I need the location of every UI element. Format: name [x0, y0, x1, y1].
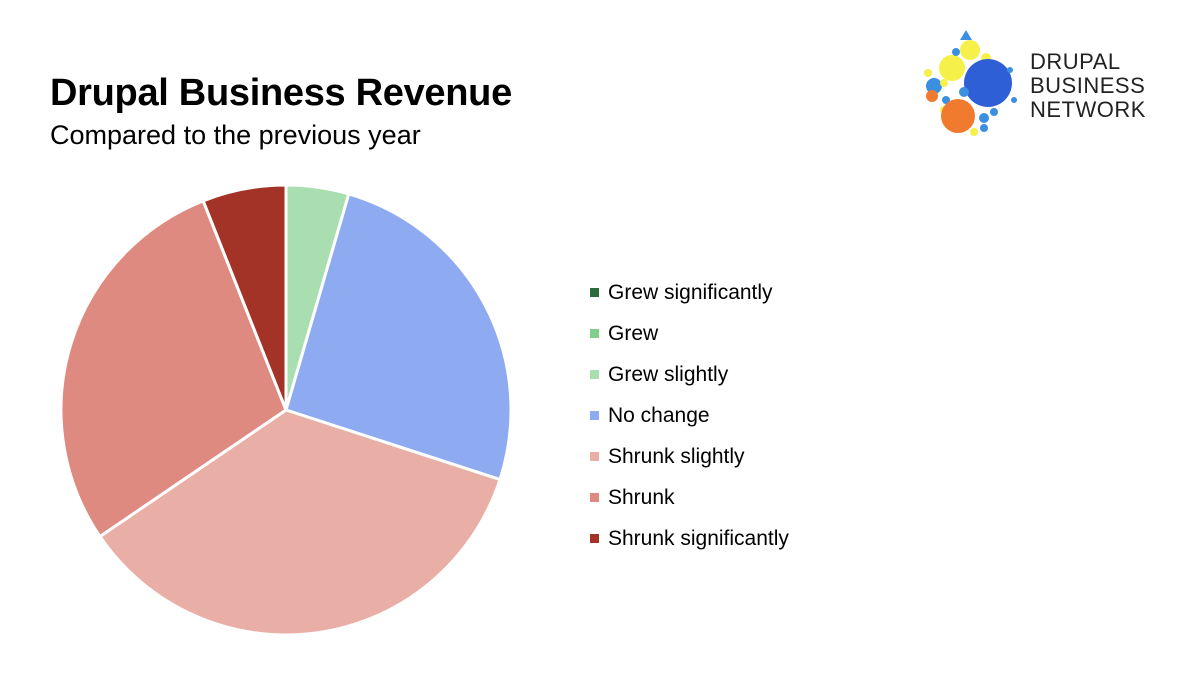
chart-subtitle: Compared to the previous year — [50, 120, 421, 150]
pie-slice-shrunk-significantly — [201, 183, 288, 412]
legend-swatch — [590, 411, 599, 420]
pie-slice-shrunk — [59, 199, 288, 538]
pie-slice-no-change — [284, 192, 513, 482]
legend-label: Grew significantly — [608, 280, 773, 304]
legend-swatch — [590, 493, 599, 502]
logo-bubbles-icon — [924, 30, 1017, 136]
legend-item-shrunk-significantly: Shrunk significantly — [590, 518, 789, 559]
logo-wordmark: DRUPAL BUSINESS NETWORK — [1030, 50, 1146, 122]
legend-item-shrunk: Shrunk — [590, 477, 789, 518]
chart-title: Drupal Business Revenue — [50, 72, 512, 114]
legend-swatch — [590, 452, 599, 461]
pie-chart — [59, 183, 513, 637]
legend-swatch — [590, 370, 599, 379]
pie-slice-shrunk-slightly — [98, 408, 502, 637]
legend-item-shrunk-slightly: Shrunk slightly — [590, 436, 789, 477]
logo-line-2: BUSINESS — [1030, 73, 1146, 98]
chart-legend: Grew significantly Grew Grew slightly No ch… — [590, 272, 789, 559]
logo-line-3: NETWORK — [1030, 97, 1146, 122]
legend-swatch — [590, 288, 599, 297]
legend-item-grew-slightly: Grew slightly — [590, 354, 789, 395]
legend-label: Shrunk — [608, 485, 675, 509]
legend-label: Grew — [608, 321, 659, 345]
drupal-business-network-logo: DRUPAL BUSINESS NETWORK — [918, 28, 1178, 140]
legend-label: Shrunk significantly — [608, 526, 789, 550]
legend-label: Shrunk slightly — [608, 444, 745, 468]
legend-label: Grew slightly — [608, 362, 729, 386]
legend-label: No change — [608, 403, 710, 427]
legend-swatch — [590, 329, 599, 338]
logo-line-1: DRUPAL — [1030, 49, 1121, 74]
legend-item-grew-significantly: Grew significantly — [590, 272, 789, 313]
legend-item-grew: Grew — [590, 313, 789, 354]
legend-item-no-change: No change — [590, 395, 789, 436]
legend-swatch — [590, 534, 599, 543]
